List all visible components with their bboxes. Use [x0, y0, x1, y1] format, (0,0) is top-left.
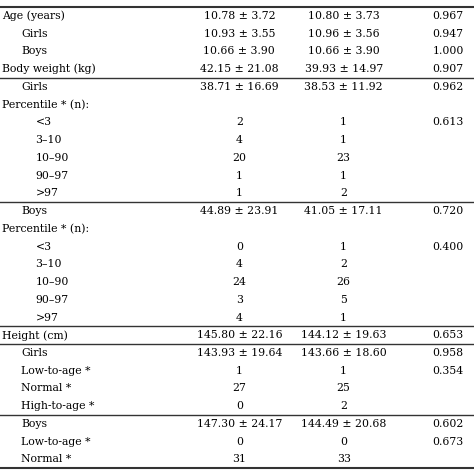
Text: 0.967: 0.967: [432, 11, 464, 21]
Text: 0.354: 0.354: [432, 366, 464, 376]
Text: Low-to-age *: Low-to-age *: [21, 366, 91, 376]
Text: >97: >97: [36, 312, 58, 322]
Text: 10.78 ± 3.72: 10.78 ± 3.72: [203, 11, 275, 21]
Text: Girls: Girls: [21, 348, 48, 358]
Text: 10–90: 10–90: [36, 277, 69, 287]
Text: >97: >97: [36, 188, 58, 198]
Text: 0.673: 0.673: [432, 437, 464, 447]
Text: 0: 0: [340, 437, 347, 447]
Text: 143.66 ± 18.60: 143.66 ± 18.60: [301, 348, 386, 358]
Text: Boys: Boys: [21, 46, 47, 56]
Text: Height (cm): Height (cm): [2, 330, 68, 340]
Text: Percentile * (n):: Percentile * (n):: [2, 100, 90, 110]
Text: 0.613: 0.613: [432, 118, 464, 128]
Text: 5: 5: [340, 295, 347, 305]
Text: 0.602: 0.602: [432, 419, 464, 429]
Text: 2: 2: [236, 118, 243, 128]
Text: 143.93 ± 19.64: 143.93 ± 19.64: [197, 348, 282, 358]
Text: <3: <3: [36, 118, 52, 128]
Text: Girls: Girls: [21, 29, 48, 39]
Text: 90–97: 90–97: [36, 171, 69, 181]
Text: 0.720: 0.720: [432, 206, 464, 216]
Text: Low-to-age *: Low-to-age *: [21, 437, 91, 447]
Text: 10.93 ± 3.55: 10.93 ± 3.55: [204, 29, 275, 39]
Text: 0: 0: [236, 401, 243, 411]
Text: 1: 1: [236, 188, 243, 198]
Text: 39.93 ± 14.97: 39.93 ± 14.97: [304, 64, 383, 74]
Text: 1: 1: [340, 312, 347, 322]
Text: Girls: Girls: [21, 82, 48, 92]
Text: 4: 4: [236, 312, 243, 322]
Text: 0.907: 0.907: [432, 64, 464, 74]
Text: 44.89 ± 23.91: 44.89 ± 23.91: [200, 206, 279, 216]
Text: 10.66 ± 3.90: 10.66 ± 3.90: [308, 46, 380, 56]
Text: 20: 20: [232, 153, 246, 163]
Text: 24: 24: [232, 277, 246, 287]
Text: 31: 31: [232, 455, 246, 465]
Text: Normal *: Normal *: [21, 383, 72, 393]
Text: 10.66 ± 3.90: 10.66 ± 3.90: [203, 46, 275, 56]
Text: Body weight (kg): Body weight (kg): [2, 64, 96, 74]
Text: 25: 25: [337, 383, 351, 393]
Text: 1: 1: [236, 366, 243, 376]
Text: 2: 2: [340, 401, 347, 411]
Text: 10.96 ± 3.56: 10.96 ± 3.56: [308, 29, 380, 39]
Text: 33: 33: [337, 455, 351, 465]
Text: High-to-age *: High-to-age *: [21, 401, 95, 411]
Text: 1: 1: [340, 242, 347, 252]
Text: 2: 2: [340, 259, 347, 269]
Text: 10.80 ± 3.73: 10.80 ± 3.73: [308, 11, 380, 21]
Text: 147.30 ± 24.17: 147.30 ± 24.17: [197, 419, 282, 429]
Text: 10–90: 10–90: [36, 153, 69, 163]
Text: 0: 0: [236, 242, 243, 252]
Text: 90–97: 90–97: [36, 295, 69, 305]
Text: Boys: Boys: [21, 206, 47, 216]
Text: 23: 23: [337, 153, 351, 163]
Text: 1: 1: [236, 171, 243, 181]
Text: Age (years): Age (years): [2, 11, 65, 21]
Text: Normal *: Normal *: [21, 455, 72, 465]
Text: 1.000: 1.000: [432, 46, 464, 56]
Text: 2: 2: [340, 188, 347, 198]
Text: 144.12 ± 19.63: 144.12 ± 19.63: [301, 330, 386, 340]
Text: 1: 1: [340, 118, 347, 128]
Text: 0.400: 0.400: [432, 242, 464, 252]
Text: 144.49 ± 20.68: 144.49 ± 20.68: [301, 419, 386, 429]
Text: 0.958: 0.958: [432, 348, 464, 358]
Text: Percentile * (n):: Percentile * (n):: [2, 224, 90, 234]
Text: 1: 1: [340, 366, 347, 376]
Text: 4: 4: [236, 135, 243, 145]
Text: 4: 4: [236, 259, 243, 269]
Text: 38.53 ± 11.92: 38.53 ± 11.92: [304, 82, 383, 92]
Text: 145.80 ± 22.16: 145.80 ± 22.16: [197, 330, 282, 340]
Text: 42.15 ± 21.08: 42.15 ± 21.08: [200, 64, 279, 74]
Text: 0.947: 0.947: [432, 29, 464, 39]
Text: 26: 26: [337, 277, 351, 287]
Text: 1: 1: [340, 171, 347, 181]
Text: 3–10: 3–10: [36, 259, 62, 269]
Text: 0.653: 0.653: [432, 330, 464, 340]
Text: 41.05 ± 17.11: 41.05 ± 17.11: [304, 206, 383, 216]
Text: 1: 1: [340, 135, 347, 145]
Text: 0: 0: [236, 437, 243, 447]
Text: 38.71 ± 16.69: 38.71 ± 16.69: [200, 82, 279, 92]
Text: 3: 3: [236, 295, 243, 305]
Text: <3: <3: [36, 242, 52, 252]
Text: 27: 27: [232, 383, 246, 393]
Text: Boys: Boys: [21, 419, 47, 429]
Text: 3–10: 3–10: [36, 135, 62, 145]
Text: 0.962: 0.962: [432, 82, 464, 92]
